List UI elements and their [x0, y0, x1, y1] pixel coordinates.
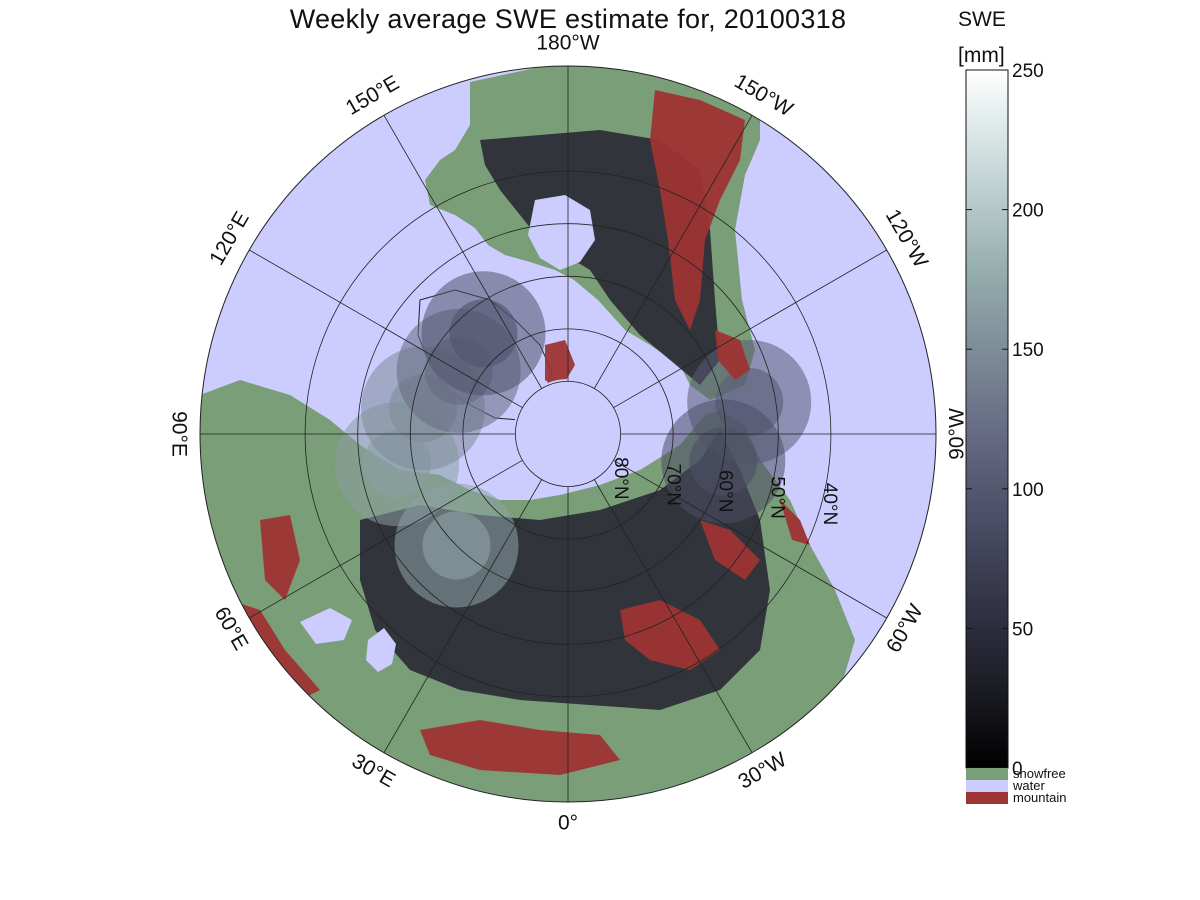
graticule [200, 66, 936, 802]
mountain-patch-2 [545, 340, 575, 390]
latitude-labels: 80°N 70°N 60°N 50°N 40°N [610, 457, 840, 525]
meridian-120 [249, 249, 523, 409]
mountain-patch-3 [420, 720, 620, 775]
meridian-30 [383, 479, 543, 753]
legend-swatch-water [966, 780, 1008, 792]
lon-label: 0° [558, 812, 578, 835]
water-black-sea [300, 608, 352, 644]
meridian--150 [593, 115, 753, 389]
map-boundary [199, 65, 937, 803]
cb-tick-label: 0 [1012, 759, 1023, 780]
colorbar-unit: [mm] [958, 44, 1005, 67]
lon-label: 180°W [536, 32, 599, 55]
arctic-ocean [513, 379, 623, 489]
lat-label: 60°N [714, 470, 735, 512]
meridian-60 [249, 459, 523, 619]
colorbar-ticks: 0 50 100 150 200 250 [966, 61, 1044, 780]
swe-core-6 [449, 299, 518, 368]
lon-label: 90°W [946, 408, 969, 460]
cb-tick-label: 200 [1012, 201, 1044, 222]
mountain-areas [230, 90, 810, 775]
mountain-patch-1 [715, 330, 750, 380]
colorbar: SWE [mm] 0 50 100 150 200 250 [958, 8, 1044, 780]
legend-label-mountain: mountain [1013, 790, 1066, 805]
mountain-patch-4 [620, 600, 720, 670]
legend-label-water: water [1012, 778, 1045, 793]
mountain-patch-8 [780, 500, 810, 545]
lat-label: 40°N [819, 483, 840, 525]
meridian--30 [593, 479, 753, 753]
meridian--120 [613, 249, 887, 409]
cb-tick-label: 150 [1012, 340, 1044, 361]
lat-label: 80°N [610, 457, 631, 499]
mountain-patch-7 [700, 520, 760, 580]
colorbar-gradient [965, 69, 1009, 769]
legend-swatch-mountain [966, 792, 1008, 804]
page-title: Weekly average SWE estimate for, 2010031… [289, 4, 847, 34]
mountain-patch-5 [260, 515, 300, 600]
cb-tick-label: 100 [1012, 480, 1044, 501]
legend-label-snowfree: snowfree [1013, 766, 1066, 781]
colorbar-label: SWE [958, 8, 1006, 31]
meridian-150 [383, 115, 543, 389]
lon-label: 90°E [167, 411, 190, 457]
legend-swatch-snowfree [966, 768, 1008, 780]
cb-tick-label: 50 [1012, 619, 1033, 640]
snow-cover-north-america [480, 130, 720, 385]
water-caspian-sea [366, 628, 396, 672]
lat-label: 50°N [767, 476, 788, 518]
water-hudson-bay [528, 195, 595, 270]
meridian--60 [613, 459, 887, 619]
polar-map: 90°W120°W150°W180°W150°E120°E90°E60°E30°… [167, 32, 968, 835]
cb-tick-label: 250 [1012, 61, 1044, 82]
lat-label: 70°N [662, 464, 683, 506]
